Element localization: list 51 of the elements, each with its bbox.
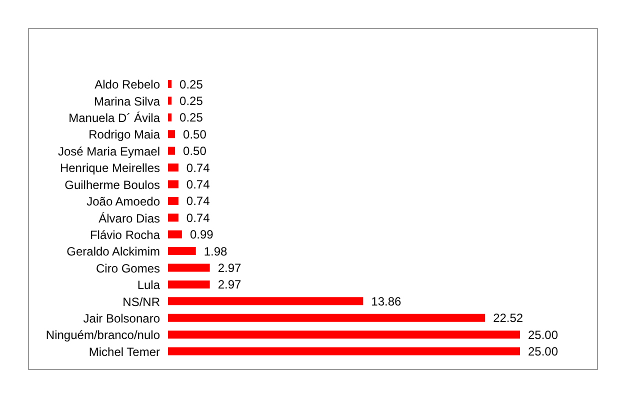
data-label: 0.74 [186, 194, 210, 208]
y-tick-label: Henrique Meirelles [60, 161, 160, 176]
data-label: 0.74 [186, 210, 210, 225]
bar [168, 164, 178, 172]
bar [168, 130, 176, 138]
data-label: 0.74 [186, 160, 210, 175]
data-label: 25.00 [528, 344, 558, 359]
y-tick-label: Álvaro Dias [98, 211, 160, 226]
data-label: 0.50 [183, 144, 207, 158]
bar [168, 214, 178, 222]
data-label: 0.25 [180, 94, 204, 108]
y-tick-label: Guilherme Boulos [64, 178, 160, 192]
y-tick-label: Flávio Rocha [90, 228, 160, 242]
y-tick-label: Marina Silva [94, 94, 160, 108]
bar [168, 196, 178, 205]
y-tick-label: Ciro Gomes [96, 261, 160, 276]
bar [168, 230, 182, 238]
bar [168, 96, 172, 105]
y-tick-label: NS/NR [122, 294, 160, 309]
y-tick-label: José Maria Eymael [58, 144, 160, 158]
bar [168, 347, 520, 356]
y-tick-label: Rodrigo Maia [88, 128, 160, 142]
bar [168, 264, 210, 272]
data-label: 13.86 [371, 294, 402, 308]
bar [168, 330, 520, 339]
y-tick-label: Lula [137, 278, 160, 292]
data-label: 25.00 [528, 328, 558, 342]
data-label: 1.98 [204, 244, 228, 258]
bar [168, 80, 172, 88]
y-tick-label: Jair Bolsonaro [83, 311, 160, 326]
bar [168, 146, 176, 155]
bar [168, 297, 364, 306]
data-label: 22.52 [493, 311, 524, 326]
y-tick-label: Aldo Rebelo [94, 78, 160, 92]
bar [168, 314, 486, 322]
bar [168, 247, 196, 256]
data-label: 2.97 [218, 278, 242, 292]
data-label: 0.50 [183, 127, 207, 142]
y-tick-label: Geraldo Alckimim [66, 244, 160, 259]
y-tick-label: João Amoedo [86, 194, 160, 209]
data-label: 2.97 [218, 261, 242, 276]
y-tick-label: Michel Temer [88, 344, 160, 359]
data-label: 0.25 [180, 77, 204, 92]
bar [168, 180, 178, 188]
bar [168, 280, 210, 288]
bar [168, 113, 172, 122]
data-label: 0.74 [186, 177, 210, 192]
y-tick-label: Manuela D´ Ávila [68, 111, 160, 126]
data-label: 0.25 [180, 110, 204, 125]
y-tick-label: Ninguém/branco/nulo [46, 328, 160, 342]
data-label: 0.99 [190, 228, 214, 242]
